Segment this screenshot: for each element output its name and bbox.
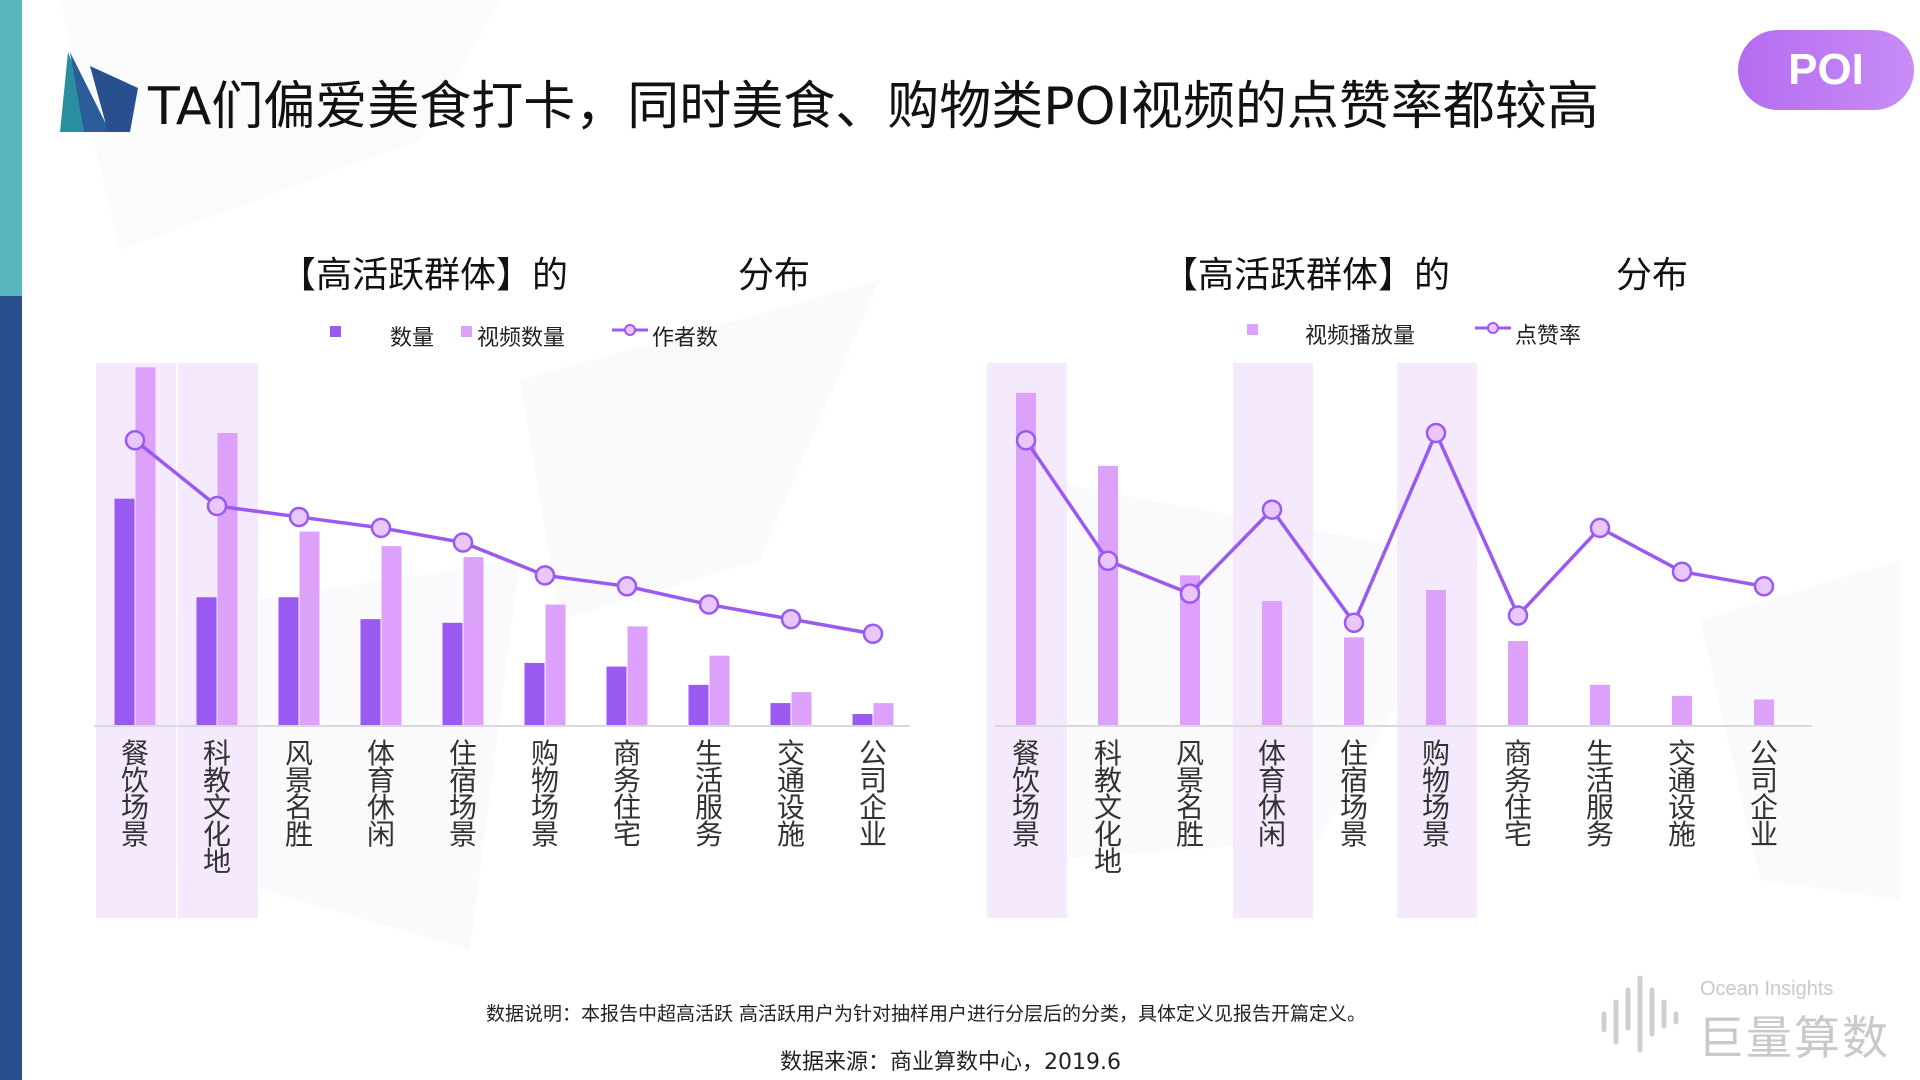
left-category-label-6: 商务住宅	[613, 737, 641, 851]
left-bar-视频数量-体育休闲	[381, 546, 402, 725]
right-category-label-6: 商务住宅	[1504, 737, 1532, 851]
left-point-作者数-风景名胜	[288, 506, 310, 528]
right-point-点赞率-科教文化地	[1097, 550, 1119, 571]
left-bar-视频数量-科教文化地	[217, 433, 238, 725]
right-category-label-5: 购物场景	[1422, 737, 1450, 851]
legend-label-authors: 作者数	[652, 326, 719, 351]
left-category-label-3: 体育休闲	[367, 737, 395, 851]
legend-swatch-count	[330, 326, 341, 337]
left-bar-视频数量-公司企业	[873, 703, 894, 725]
left-point-作者数-餐饮场景	[124, 430, 146, 451]
right-bar-视频播放量-餐饮场景	[1016, 392, 1036, 725]
right-bar-视频播放量-公司企业	[1754, 699, 1774, 725]
legend-label-like-rate: 点赞率	[1515, 324, 1582, 349]
right-category-label-7: 生活服务	[1586, 737, 1614, 851]
right-bar-视频播放量-科教文化地	[1098, 465, 1118, 725]
left-accent-stripe-teal	[0, 0, 22, 296]
right-point-点赞率-生活服务	[1589, 517, 1611, 539]
right-bar-视频播放量-交通设施	[1672, 695, 1692, 725]
left-bar-数量-生活服务	[688, 684, 709, 725]
left-bar-数量-商务住宅	[606, 666, 627, 725]
right-bar-视频播放量-体育休闲	[1262, 600, 1282, 725]
right-bar-视频播放量-购物场景	[1426, 589, 1446, 725]
legend-label-video-count: 视频数量	[477, 326, 566, 351]
left-category-label-4: 住宿场景	[449, 737, 477, 851]
right-point-点赞率-体育休闲	[1261, 499, 1283, 520]
left-bar-数量-餐饮场景	[114, 498, 135, 725]
left-point-作者数-商务住宅	[616, 576, 638, 597]
left-category-label-1: 科教文化地	[203, 737, 231, 878]
left-point-作者数-公司企业	[862, 623, 884, 644]
right-point-点赞率-商务住宅	[1507, 605, 1529, 626]
left-bar-视频数量-交通设施	[791, 692, 812, 725]
left-accent-stripe-navy	[0, 296, 22, 1080]
right-point-点赞率-风景名胜	[1179, 583, 1201, 604]
left-category-label-5: 购物场景	[531, 737, 559, 851]
left-category-label-8: 交通设施	[777, 737, 805, 851]
left-point-作者数-交通设施	[780, 608, 802, 630]
right-category-label-4: 住宿场景	[1340, 737, 1368, 851]
page-title: TA们偏爱美食打卡，同时美食、购物类POI视频的点赞率都较高	[148, 77, 1599, 137]
right-category-label-8: 交通设施	[1668, 737, 1696, 851]
left-bar-数量-科教文化地	[196, 597, 217, 725]
left-bar-数量-住宿场景	[442, 622, 463, 725]
left-bar-视频数量-餐饮场景	[135, 367, 156, 725]
data-source: 数据来源：商业算数中心，2019.6	[780, 1050, 1121, 1075]
right-bar-视频播放量-商务住宅	[1508, 641, 1528, 725]
right-point-点赞率-购物场景	[1425, 422, 1447, 444]
poi-badge: POI	[1738, 30, 1914, 110]
left-point-作者数-科教文化地	[206, 495, 228, 517]
right-category-label-2: 风景名胜	[1176, 737, 1204, 851]
left-point-作者数-购物场景	[534, 565, 556, 586]
legend-line-authors-icon	[612, 324, 648, 336]
left-point-作者数-住宿场景	[452, 532, 474, 553]
right-chart-title-suffix: 分布	[1616, 255, 1689, 296]
right-category-label-0: 餐饮场景	[1012, 737, 1040, 851]
left-bar-视频数量-购物场景	[545, 604, 566, 725]
right-point-点赞率-住宿场景	[1343, 612, 1365, 634]
left-category-label-2: 风景名胜	[285, 737, 313, 851]
right-point-点赞率-公司企业	[1753, 576, 1775, 597]
left-point-作者数-体育休闲	[370, 517, 392, 539]
left-bar-视频数量-生活服务	[709, 655, 730, 725]
legend-swatch-video-views	[1247, 324, 1258, 335]
brand-name-cn: 巨量算数	[1698, 1011, 1890, 1065]
right-line-点赞率	[1024, 431, 1765, 625]
left-chart-title-suffix: 分布	[738, 255, 811, 296]
brand-name-en: Ocean Insights	[1700, 978, 1834, 1000]
left-chart-title-prefix: 【高活跃群体】的	[280, 255, 569, 296]
left-category-label-0: 餐饮场景	[121, 737, 149, 851]
left-point-作者数-生活服务	[698, 594, 720, 615]
left-bar-数量-购物场景	[524, 662, 545, 725]
left-bar-视频数量-风景名胜	[299, 531, 320, 725]
right-chart-title-prefix: 【高活跃群体】的	[1162, 255, 1451, 296]
right-category-label-3: 体育休闲	[1258, 737, 1286, 851]
right-category-label-9: 公司企业	[1750, 737, 1778, 851]
data-note: 数据说明：本报告中超高活跃 高活跃用户为针对抽样用户进行分层后的分类，具体定义见…	[486, 1003, 1367, 1025]
legend-swatch-video-count	[461, 326, 472, 337]
left-category-label-9: 公司企业	[859, 737, 887, 851]
report-logo-icon	[60, 52, 138, 132]
right-bar-视频播放量-生活服务	[1590, 684, 1610, 725]
right-bar-视频播放量-风景名胜	[1180, 575, 1200, 725]
left-bar-数量-体育休闲	[360, 619, 381, 725]
right-category-label-1: 科教文化地	[1094, 737, 1122, 878]
legend-line-like-rate-icon	[1475, 322, 1511, 334]
left-category-label-7: 生活服务	[695, 737, 723, 851]
left-bar-数量-交通设施	[770, 703, 791, 725]
left-bar-数量-公司企业	[852, 714, 873, 725]
right-point-点赞率-餐饮场景	[1015, 430, 1037, 451]
legend-label-count: 数量	[390, 326, 435, 351]
right-bar-视频播放量-住宿场景	[1344, 637, 1364, 725]
right-point-点赞率-交通设施	[1671, 561, 1693, 582]
left-bar-视频数量-住宿场景	[463, 557, 484, 725]
left-bar-数量-风景名胜	[278, 597, 299, 725]
legend-label-video-views: 视频播放量	[1305, 324, 1416, 349]
left-bar-视频数量-商务住宅	[627, 626, 648, 725]
left-line-作者数	[133, 438, 874, 636]
